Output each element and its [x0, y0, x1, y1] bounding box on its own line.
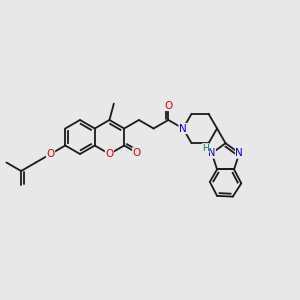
Text: N: N	[208, 148, 215, 158]
Text: O: O	[46, 149, 55, 159]
Text: O: O	[164, 100, 172, 111]
Text: O: O	[105, 149, 114, 159]
Text: H: H	[202, 144, 209, 153]
Text: N: N	[236, 148, 243, 158]
Text: N: N	[179, 124, 187, 134]
Text: O: O	[133, 148, 141, 158]
Text: N: N	[179, 124, 187, 134]
